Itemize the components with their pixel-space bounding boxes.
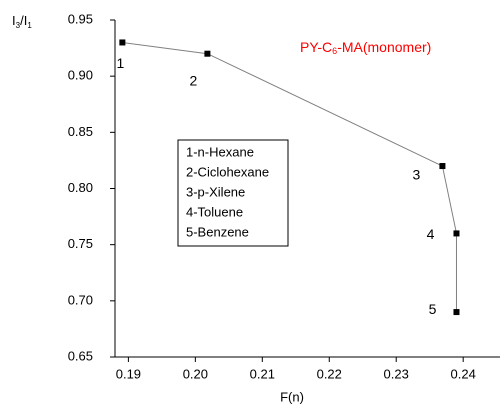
x-tick-label: 0.19 xyxy=(116,366,141,381)
point xyxy=(439,163,446,170)
y-tick-label: 0.75 xyxy=(68,236,93,251)
x-tick-label: 0.21 xyxy=(250,366,275,381)
legend-box-entry: 4-Toluene xyxy=(186,204,243,219)
point-label: 4 xyxy=(427,226,435,242)
y-tick-label: 0.90 xyxy=(68,68,93,83)
legend-box-entry: 1-n-Hexane xyxy=(186,144,254,159)
point xyxy=(453,230,460,237)
title-part: -MA(monomer) xyxy=(337,39,431,55)
x-tick-label: 0.24 xyxy=(451,366,476,381)
point-label: 1 xyxy=(116,55,124,71)
title-part: 6 xyxy=(332,46,337,56)
y-tick-label: 0.85 xyxy=(68,124,93,139)
point xyxy=(119,39,126,46)
chart-title: PY-C6-MA(monomer) xyxy=(300,39,431,57)
y-tick-label: 0.65 xyxy=(68,348,93,363)
series-line xyxy=(122,41,457,313)
x-tick-label: 0.22 xyxy=(317,366,342,381)
point xyxy=(204,50,211,57)
title-part: PY-C xyxy=(300,39,332,55)
y-tick-label: 0.70 xyxy=(68,292,93,307)
point xyxy=(453,309,460,316)
legend-box-entry: 2-Ciclohexane xyxy=(186,164,269,179)
legend-box-entry: 3-p-Xilene xyxy=(186,184,245,199)
y-axis-label: I3/I1 xyxy=(12,13,32,30)
point-label: 3 xyxy=(413,167,421,183)
y-label-part: /I xyxy=(20,13,27,28)
legend-box-entry: 5-Benzene xyxy=(186,224,249,239)
y-tick-label: 0.95 xyxy=(68,11,93,26)
x-tick-label: 0.20 xyxy=(183,366,208,381)
legend-box xyxy=(177,139,289,247)
x-axis-label: F(n) xyxy=(280,389,304,404)
y-label-part: I xyxy=(12,13,16,28)
point-label: 2 xyxy=(190,72,198,88)
y-label-part: 3 xyxy=(16,21,21,30)
x-tick-label: 0.23 xyxy=(384,366,409,381)
point-label: 5 xyxy=(429,301,437,317)
y-label-part: 1 xyxy=(27,21,32,30)
y-tick-label: 0.80 xyxy=(68,180,93,195)
